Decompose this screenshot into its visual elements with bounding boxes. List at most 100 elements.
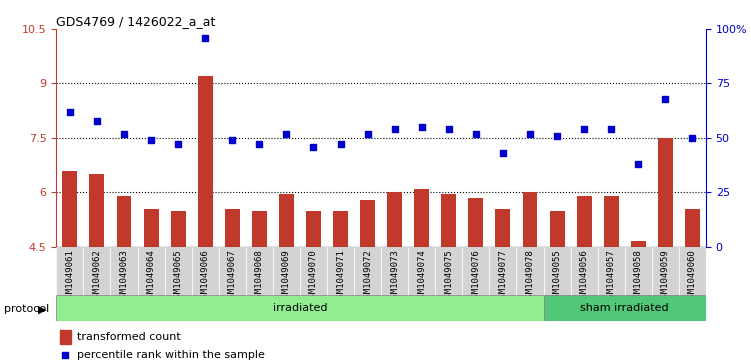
Text: GSM1049066: GSM1049066 — [201, 249, 210, 303]
Text: GSM1049072: GSM1049072 — [363, 249, 372, 303]
Bar — [436, 247, 463, 296]
Text: irradiated: irradiated — [273, 303, 327, 313]
Point — [307, 144, 319, 150]
Point — [361, 131, 373, 136]
Bar — [252, 211, 267, 247]
Text: transformed count: transformed count — [77, 332, 181, 342]
Bar — [388, 192, 402, 247]
Bar — [544, 295, 706, 321]
Text: GSM1049075: GSM1049075 — [445, 249, 454, 303]
Bar — [679, 247, 706, 296]
Bar — [685, 209, 700, 247]
Bar — [652, 247, 679, 296]
Point — [280, 131, 292, 136]
Bar — [219, 247, 246, 296]
Text: GSM1049069: GSM1049069 — [282, 249, 291, 303]
Text: GDS4769 / 1426022_a_at: GDS4769 / 1426022_a_at — [56, 15, 216, 28]
Text: GSM1049065: GSM1049065 — [173, 249, 182, 303]
Bar — [550, 211, 565, 247]
Point — [605, 126, 617, 132]
Bar — [360, 200, 375, 247]
Bar — [116, 196, 131, 247]
Bar — [110, 247, 137, 296]
Point — [226, 137, 238, 143]
Bar — [59, 330, 71, 344]
Text: GSM1049064: GSM1049064 — [146, 249, 155, 303]
Bar — [604, 196, 619, 247]
Point — [470, 131, 482, 136]
Bar — [327, 247, 354, 296]
Bar — [225, 209, 240, 247]
Bar — [631, 241, 646, 247]
Point — [551, 133, 563, 139]
Bar — [62, 171, 77, 247]
Point — [253, 142, 265, 147]
Bar — [170, 211, 185, 247]
Bar — [306, 211, 321, 247]
Text: sham irradiated: sham irradiated — [581, 303, 669, 313]
Point — [145, 137, 157, 143]
Text: GSM1049058: GSM1049058 — [634, 249, 643, 303]
Bar — [381, 247, 409, 296]
Bar — [89, 174, 104, 247]
Bar — [571, 247, 598, 296]
Text: GSM1049077: GSM1049077 — [499, 249, 508, 303]
Bar — [463, 247, 490, 296]
Point — [172, 142, 184, 147]
Text: GSM1049076: GSM1049076 — [472, 249, 481, 303]
Bar — [192, 247, 219, 296]
Point — [632, 161, 644, 167]
Point — [686, 135, 698, 141]
Point — [497, 150, 509, 156]
Bar — [137, 247, 164, 296]
Bar — [279, 194, 294, 247]
Bar — [496, 209, 511, 247]
Bar — [333, 211, 348, 247]
Point — [334, 142, 346, 147]
Text: GSM1049056: GSM1049056 — [580, 249, 589, 303]
Text: percentile rank within the sample: percentile rank within the sample — [77, 350, 265, 360]
Text: GSM1049055: GSM1049055 — [553, 249, 562, 303]
Text: GSM1049061: GSM1049061 — [65, 249, 74, 303]
Text: GSM1049059: GSM1049059 — [661, 249, 670, 303]
Bar — [83, 247, 110, 296]
Bar — [598, 247, 625, 296]
Bar — [415, 189, 429, 247]
Text: ▶: ▶ — [38, 304, 47, 314]
Text: GSM1049062: GSM1049062 — [92, 249, 101, 303]
Point — [199, 35, 211, 41]
Point — [91, 118, 103, 123]
Text: GSM1049063: GSM1049063 — [119, 249, 128, 303]
Point — [59, 352, 71, 358]
Bar — [625, 247, 652, 296]
Point — [578, 126, 590, 132]
Text: GSM1049071: GSM1049071 — [336, 249, 345, 303]
Text: GSM1049070: GSM1049070 — [309, 249, 318, 303]
Point — [389, 126, 401, 132]
Bar — [56, 247, 83, 296]
Bar — [273, 247, 300, 296]
Point — [64, 109, 76, 115]
Point — [524, 131, 536, 136]
Bar — [300, 247, 327, 296]
Text: GSM1049073: GSM1049073 — [391, 249, 400, 303]
Bar — [544, 247, 571, 296]
Text: GSM1049060: GSM1049060 — [688, 249, 697, 303]
Text: GSM1049074: GSM1049074 — [418, 249, 427, 303]
Bar — [469, 198, 484, 247]
Text: GSM1049078: GSM1049078 — [526, 249, 535, 303]
Bar — [523, 192, 538, 247]
Point — [416, 124, 428, 130]
Bar — [246, 247, 273, 296]
Text: protocol: protocol — [4, 304, 49, 314]
Point — [118, 131, 130, 136]
Bar — [517, 247, 544, 296]
Text: GSM1049067: GSM1049067 — [228, 249, 237, 303]
Bar — [442, 194, 457, 247]
Bar — [354, 247, 382, 296]
Bar — [490, 247, 517, 296]
Bar — [143, 209, 158, 247]
Bar — [577, 196, 592, 247]
Point — [443, 126, 455, 132]
Bar — [198, 76, 213, 247]
